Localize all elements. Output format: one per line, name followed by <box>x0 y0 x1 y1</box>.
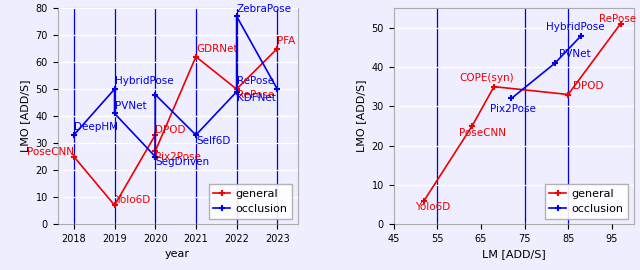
Text: SegDriven: SegDriven <box>156 157 209 167</box>
occlusion <box>111 112 118 115</box>
Text: PVNet: PVNet <box>115 101 146 111</box>
Y-axis label: LMO [ADD/S]: LMO [ADD/S] <box>356 80 366 152</box>
occlusion <box>111 87 118 91</box>
occlusion <box>152 155 159 158</box>
X-axis label: LM [ADD/S]: LM [ADD/S] <box>482 249 545 259</box>
Text: Pix2Pose: Pix2Pose <box>490 104 536 114</box>
Text: PFA: PFA <box>277 36 296 46</box>
general <box>468 124 476 127</box>
general <box>490 85 498 88</box>
Text: PoseCNN: PoseCNN <box>27 147 74 157</box>
Text: HybridPose: HybridPose <box>115 76 173 86</box>
Legend: general, occlusion: general, occlusion <box>209 184 292 218</box>
occlusion <box>273 87 281 91</box>
Text: Pix2Pose: Pix2Pose <box>156 152 201 162</box>
Text: PVNet: PVNet <box>559 49 591 59</box>
occlusion <box>233 15 241 18</box>
general <box>617 22 625 25</box>
occlusion <box>508 97 515 100</box>
occlusion <box>233 90 241 93</box>
Text: RePose: RePose <box>237 76 274 86</box>
Text: Self6D: Self6D <box>196 136 230 146</box>
Text: KDFNet: KDFNet <box>237 93 275 103</box>
Text: DeepHM: DeepHM <box>74 122 118 132</box>
Text: GDRNet: GDRNet <box>196 44 237 54</box>
Text: PoseCNN: PoseCNN <box>459 128 506 138</box>
occlusion <box>577 34 585 37</box>
Text: DPOD: DPOD <box>573 80 603 90</box>
Text: COPE(syn): COPE(syn) <box>459 73 514 83</box>
Text: ZebraPose: ZebraPose <box>237 4 292 14</box>
Text: DPOD: DPOD <box>156 125 186 135</box>
general <box>152 133 159 137</box>
general <box>70 155 77 158</box>
Y-axis label: LMO [ADD/S]: LMO [ADD/S] <box>20 80 30 152</box>
Line: occlusion: occlusion <box>70 13 281 160</box>
general <box>152 150 159 153</box>
occlusion <box>551 62 559 65</box>
Text: Yolo6D: Yolo6D <box>115 195 150 205</box>
general <box>233 87 241 91</box>
Line: general: general <box>70 45 281 209</box>
occlusion <box>192 133 200 137</box>
occlusion <box>70 133 77 137</box>
general <box>192 55 200 58</box>
Line: general: general <box>420 20 624 204</box>
Text: HybridPose: HybridPose <box>547 22 605 32</box>
Text: Yolo6D: Yolo6D <box>415 202 451 212</box>
general <box>420 199 428 202</box>
occlusion <box>152 93 159 96</box>
Text: RePose: RePose <box>237 90 274 100</box>
X-axis label: year: year <box>165 249 190 259</box>
Line: occlusion: occlusion <box>508 32 585 102</box>
general <box>111 204 118 207</box>
Text: RePose: RePose <box>598 14 636 24</box>
general <box>273 47 281 50</box>
general <box>564 93 572 96</box>
Legend: general, occlusion: general, occlusion <box>545 184 628 218</box>
